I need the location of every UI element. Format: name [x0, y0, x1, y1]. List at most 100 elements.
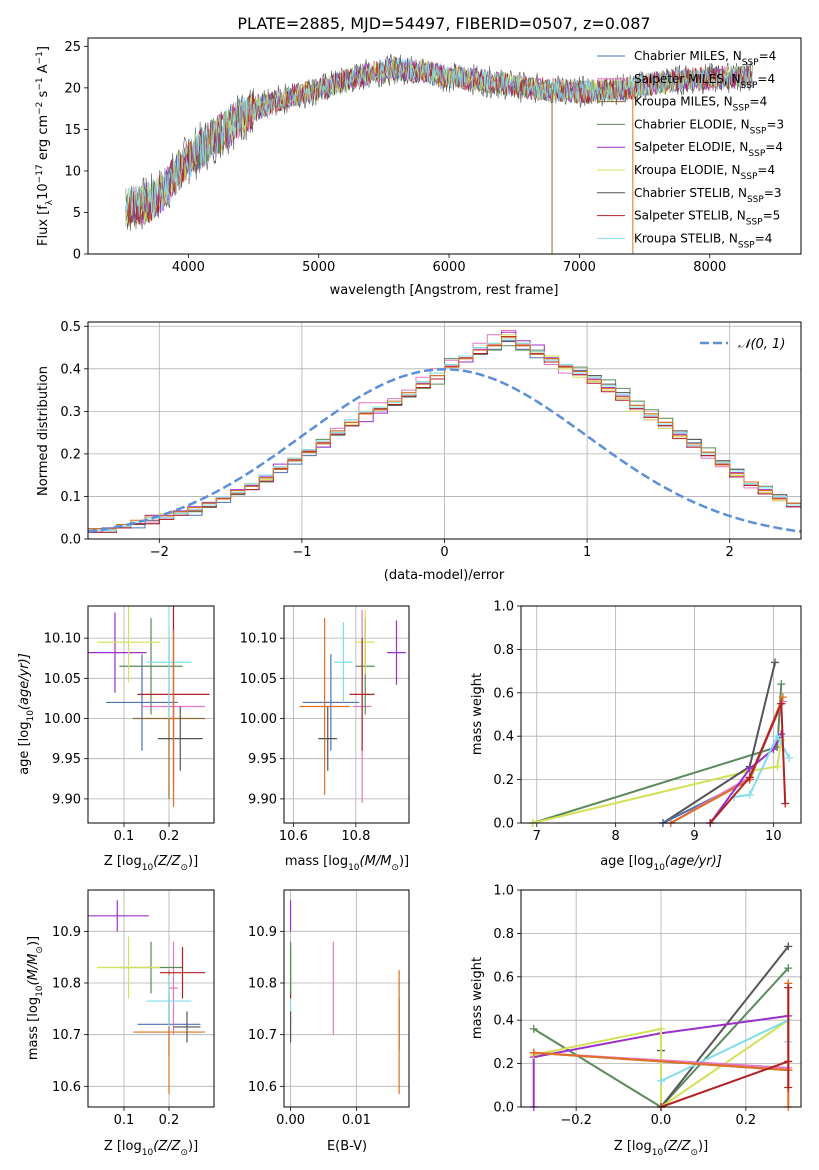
- x-tick-label: 4000: [172, 260, 205, 275]
- x-tick-label: 0.0: [651, 1113, 672, 1128]
- y-tick-label: 25: [64, 40, 81, 55]
- label-part: ⊙: [690, 1148, 698, 1158]
- label-part: =5: [763, 209, 781, 223]
- y-tick-label: 10.10: [240, 632, 277, 647]
- label-part: (Z/Z: [153, 854, 181, 869]
- x-tick-label: 0.01: [342, 1113, 371, 1128]
- label-part: Kroupa STELIB, N: [634, 231, 738, 245]
- y-tick-label: 0: [73, 248, 81, 263]
- label-part: Flux [f: [36, 205, 51, 246]
- label-part: Kroupa MILES, N: [634, 95, 733, 109]
- label-part: =3: [764, 186, 782, 200]
- weight-line: [709, 733, 783, 823]
- legend-label: Chabrier ELODIE, NSSP=3: [634, 117, 784, 136]
- weight-marker: [784, 1083, 793, 1092]
- label-part: 10: [652, 1148, 664, 1158]
- label-part: ⊙: [180, 1148, 188, 1158]
- x-tick-label: 10: [765, 829, 782, 844]
- y-tick-label: 5: [73, 206, 81, 221]
- y-tick-label: 10.9: [52, 925, 81, 940]
- x-tick-label: 0.2: [736, 1113, 757, 1128]
- label-part: 10: [348, 863, 360, 873]
- label-part: 10: [26, 710, 36, 722]
- label-part: SSP: [741, 172, 758, 182]
- y-axis-label: mass weight: [470, 957, 485, 1039]
- label-part: Salpeter MILES, N: [634, 72, 741, 86]
- label-part: s: [36, 90, 51, 101]
- x-tick-label: 2: [726, 545, 734, 560]
- label-part: Kroupa ELODIE, N: [634, 163, 741, 177]
- label-part: −17: [35, 164, 45, 183]
- legend-label: 𝒩(0, 1): [738, 337, 785, 352]
- weight-line: [532, 1014, 789, 1107]
- x-axis-label: mass [log10(M/M⊙)]: [285, 854, 409, 873]
- x-tick-label: 8: [612, 829, 620, 844]
- weight-line: [532, 740, 783, 823]
- y-tick-label: 10.10: [44, 632, 81, 647]
- x-tick-label: −2: [150, 545, 169, 560]
- label-part: A: [36, 64, 51, 77]
- y-tick-label: 9.90: [52, 792, 81, 807]
- label-part: 10: [142, 1148, 154, 1158]
- axes-frame: [87, 889, 215, 1108]
- label-part: age [log: [600, 854, 653, 869]
- weight-marker: [529, 1024, 538, 1033]
- weight-line: [662, 662, 776, 823]
- y-tick-label: 0.3: [60, 405, 81, 420]
- label-part: =4: [759, 49, 777, 63]
- legend-label: Salpeter STELIB, NSSP=5: [634, 209, 780, 228]
- y-tick-label: 9.90: [248, 792, 277, 807]
- label-part: 10: [36, 183, 51, 200]
- normal-curve: [87, 368, 802, 533]
- x-axis-label: E(B-V): [327, 1139, 367, 1154]
- figure-title: PLATE=2885, MJD=54497, FIBERID=0507, z=0…: [237, 14, 650, 33]
- legend-label: Kroupa ELODIE, NSSP=4: [634, 163, 775, 182]
- label-part: =4: [765, 140, 783, 154]
- label-part: )]: [188, 854, 198, 869]
- weight-marker: [529, 1048, 538, 1057]
- spectrum-line: [125, 59, 753, 228]
- histogram-step: [88, 336, 801, 530]
- histogram-step: [88, 336, 801, 533]
- weight-marker: [784, 983, 793, 992]
- label-part: −2: [35, 102, 45, 115]
- label-part: SSP: [748, 149, 765, 159]
- x-tick-label: 0.1: [114, 1113, 135, 1128]
- weight-marker: [784, 1057, 793, 1066]
- weight-marker: [773, 732, 782, 741]
- y-axis-label: mass [log10(M/M⊙)]: [26, 936, 45, 1060]
- y-tick-label: 1.0: [493, 600, 514, 615]
- label-part: =4: [750, 95, 768, 109]
- spectrum-panel: 4000 5000 6000 7000 8000 0 5 10 15 20 25 Chabrier M…: [35, 37, 802, 298]
- label-part: −1: [35, 77, 45, 90]
- x-tick-label: 10.6: [279, 829, 308, 844]
- weight-marker: [777, 680, 786, 689]
- weight-marker: [784, 964, 793, 973]
- y-axis-label: age [log10(age/yr)]: [17, 653, 36, 775]
- label-part: (M/M: [360, 854, 392, 869]
- x-axis-label: Z [log10(Z/Z⊙)]: [104, 854, 198, 873]
- label-part: SSP: [750, 126, 767, 136]
- axes-frame: [87, 37, 802, 255]
- label-part: SSP: [746, 218, 763, 228]
- label-part: Chabrier MILES, N: [634, 49, 742, 63]
- y-tick-label: 10.7: [52, 1028, 81, 1043]
- weight-marker: [785, 753, 794, 762]
- weight-line: [532, 684, 783, 823]
- label-part: (M/M: [26, 954, 41, 986]
- histogram-step: [88, 338, 801, 531]
- spectrum-line: [125, 57, 753, 227]
- weight-marker: [745, 790, 754, 799]
- x-tick-label: 0: [440, 545, 448, 560]
- mass-vs-ebv-panel: 0.00 0.01 10.6 10.7 10.8 10.9 E(B-V): [248, 889, 410, 1154]
- x-tick-label: 8000: [693, 260, 726, 275]
- y-tick-label: 0.5: [60, 320, 81, 335]
- weight-marker: [773, 762, 782, 771]
- legend-label: Chabrier STELIB, NSSP=3: [634, 186, 782, 205]
- label-part: )]: [399, 854, 409, 869]
- x-tick-label: 7: [533, 829, 541, 844]
- label-part: mass [log: [26, 997, 41, 1060]
- y-tick-label: 1.0: [493, 884, 514, 899]
- y-tick-label: 20: [64, 81, 81, 96]
